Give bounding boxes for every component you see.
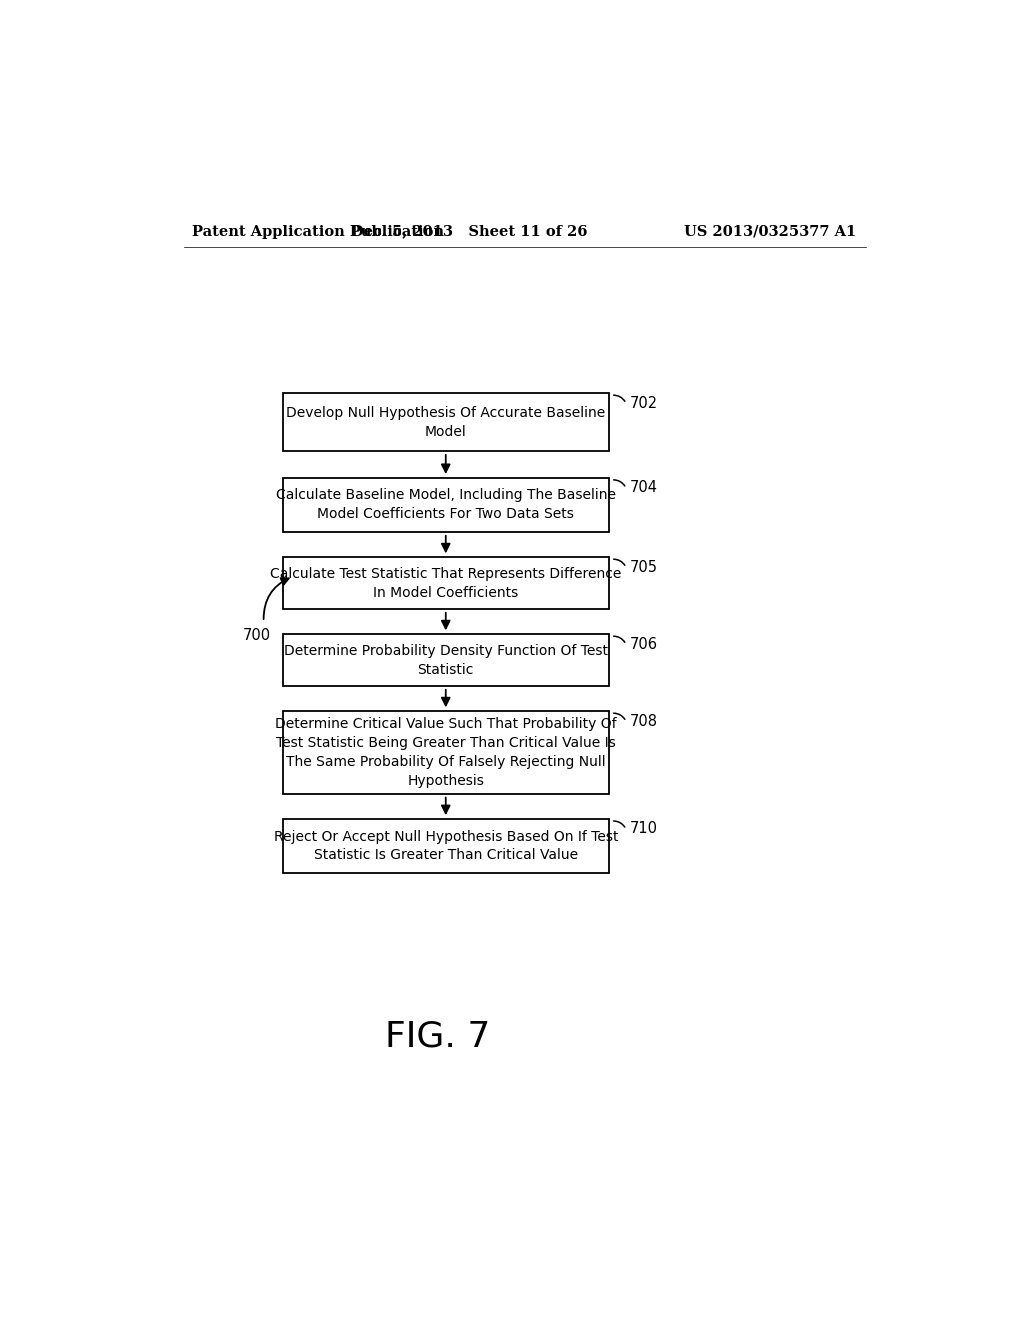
Text: Calculate Test Statistic That Represents Difference
In Model Coefficients: Calculate Test Statistic That Represents… bbox=[270, 566, 622, 599]
Bar bbox=[283, 818, 608, 873]
Text: Determine Probability Density Function Of Test
Statistic: Determine Probability Density Function O… bbox=[284, 644, 608, 677]
Text: Reject Or Accept Null Hypothesis Based On If Test
Statistic Is Greater Than Crit: Reject Or Accept Null Hypothesis Based O… bbox=[273, 829, 618, 862]
Text: Develop Null Hypothesis Of Accurate Baseline
Model: Develop Null Hypothesis Of Accurate Base… bbox=[286, 405, 605, 438]
Text: 708: 708 bbox=[630, 714, 658, 729]
Text: 704: 704 bbox=[630, 480, 658, 495]
Bar bbox=[283, 711, 608, 793]
Bar bbox=[283, 635, 608, 686]
Text: 702: 702 bbox=[630, 396, 658, 411]
Text: FIG. 7: FIG. 7 bbox=[385, 1019, 490, 1053]
Bar bbox=[283, 557, 608, 609]
Text: Calculate Baseline Model, Including The Baseline
Model Coefficients For Two Data: Calculate Baseline Model, Including The … bbox=[275, 488, 615, 521]
Bar bbox=[283, 393, 608, 451]
Bar bbox=[283, 478, 608, 532]
Text: Dec. 5, 2013   Sheet 11 of 26: Dec. 5, 2013 Sheet 11 of 26 bbox=[351, 224, 587, 239]
Text: Determine Critical Value Such That Probability Of
Test Statistic Being Greater T: Determine Critical Value Such That Proba… bbox=[274, 717, 616, 788]
Text: 706: 706 bbox=[630, 636, 658, 652]
Text: 700: 700 bbox=[243, 628, 270, 643]
Text: Patent Application Publication: Patent Application Publication bbox=[193, 224, 444, 239]
Text: US 2013/0325377 A1: US 2013/0325377 A1 bbox=[684, 224, 856, 239]
Text: 710: 710 bbox=[630, 821, 658, 837]
Text: 705: 705 bbox=[630, 560, 658, 574]
